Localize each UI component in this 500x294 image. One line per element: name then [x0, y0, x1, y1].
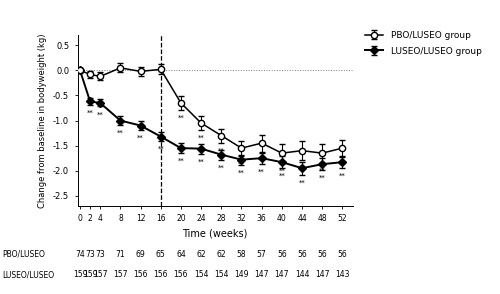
Text: 73: 73 — [96, 250, 105, 259]
Text: 157: 157 — [113, 270, 128, 279]
Text: 62: 62 — [216, 250, 226, 259]
Text: 56: 56 — [318, 250, 327, 259]
Text: 56: 56 — [277, 250, 286, 259]
Y-axis label: Change from baseline in bodyweight (kg): Change from baseline in bodyweight (kg) — [38, 33, 48, 208]
Text: **: ** — [298, 180, 306, 186]
Text: **: ** — [278, 168, 285, 174]
Text: 64: 64 — [176, 250, 186, 259]
X-axis label: Time (weeks): Time (weeks) — [182, 229, 248, 239]
Text: 156: 156 — [154, 270, 168, 279]
Text: **: ** — [218, 165, 224, 171]
Text: 74: 74 — [75, 250, 85, 259]
Text: **: ** — [238, 161, 245, 167]
Text: **: ** — [178, 115, 184, 121]
Legend: PBO/LUSEO group, LUSEO/LUSEO group: PBO/LUSEO group, LUSEO/LUSEO group — [366, 31, 482, 56]
Text: **: ** — [258, 169, 265, 175]
Text: **: ** — [278, 173, 285, 179]
Text: **: ** — [117, 130, 124, 136]
Text: **: ** — [158, 146, 164, 152]
Text: **: ** — [298, 165, 306, 171]
Text: 154: 154 — [214, 270, 228, 279]
Text: 71: 71 — [116, 250, 125, 259]
Text: 147: 147 — [315, 270, 330, 279]
Text: 65: 65 — [156, 250, 166, 259]
Text: **: ** — [198, 159, 204, 165]
Text: 157: 157 — [93, 270, 108, 279]
Text: 56: 56 — [338, 250, 347, 259]
Text: 147: 147 — [254, 270, 269, 279]
Text: 73: 73 — [85, 250, 95, 259]
Text: PBO/LUSEO: PBO/LUSEO — [2, 250, 46, 259]
Text: 156: 156 — [174, 270, 188, 279]
Text: **: ** — [178, 158, 184, 164]
Text: **: ** — [319, 168, 326, 174]
Text: **: ** — [137, 135, 144, 141]
Text: **: ** — [339, 162, 346, 168]
Text: 154: 154 — [194, 270, 208, 279]
Text: 159: 159 — [83, 270, 98, 279]
Text: 69: 69 — [136, 250, 145, 259]
Text: 144: 144 — [295, 270, 310, 279]
Text: **: ** — [258, 157, 265, 163]
Text: **: ** — [339, 173, 346, 179]
Text: 147: 147 — [274, 270, 289, 279]
Text: **: ** — [198, 135, 204, 141]
Text: **: ** — [97, 111, 103, 118]
Text: 156: 156 — [134, 270, 148, 279]
Text: **: ** — [319, 175, 326, 181]
Text: 143: 143 — [335, 270, 349, 279]
Text: 159: 159 — [73, 270, 88, 279]
Text: 56: 56 — [297, 250, 307, 259]
Text: 58: 58 — [236, 250, 246, 259]
Text: **: ** — [218, 148, 224, 154]
Text: 149: 149 — [234, 270, 248, 279]
Text: **: ** — [238, 170, 245, 176]
Text: 57: 57 — [257, 250, 266, 259]
Text: LUSEO/LUSEO: LUSEO/LUSEO — [2, 270, 54, 279]
Text: 62: 62 — [196, 250, 206, 259]
Text: **: ** — [86, 110, 94, 116]
